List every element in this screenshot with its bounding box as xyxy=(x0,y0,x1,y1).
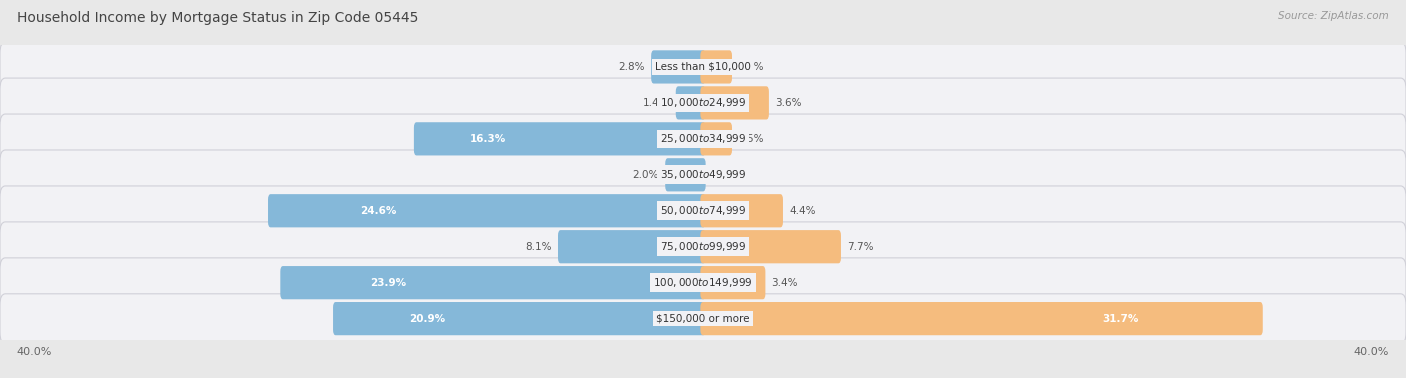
FancyBboxPatch shape xyxy=(700,50,733,84)
FancyBboxPatch shape xyxy=(665,158,706,191)
Text: $25,000 to $34,999: $25,000 to $34,999 xyxy=(659,132,747,146)
FancyBboxPatch shape xyxy=(0,114,1406,164)
Text: Source: ZipAtlas.com: Source: ZipAtlas.com xyxy=(1278,11,1389,21)
FancyBboxPatch shape xyxy=(0,258,1406,307)
FancyBboxPatch shape xyxy=(280,266,706,299)
Text: 24.6%: 24.6% xyxy=(360,206,396,216)
Text: 1.4%: 1.4% xyxy=(643,98,669,108)
Text: 40.0%: 40.0% xyxy=(17,347,52,356)
Text: $150,000 or more: $150,000 or more xyxy=(657,314,749,324)
Text: 16.3%: 16.3% xyxy=(470,134,506,144)
Text: 0.0%: 0.0% xyxy=(711,170,738,180)
Text: 4.4%: 4.4% xyxy=(789,206,815,216)
FancyBboxPatch shape xyxy=(0,294,1406,344)
FancyBboxPatch shape xyxy=(0,42,1406,92)
FancyBboxPatch shape xyxy=(700,86,769,119)
Text: $75,000 to $99,999: $75,000 to $99,999 xyxy=(659,240,747,253)
Text: Less than $10,000: Less than $10,000 xyxy=(655,62,751,72)
Text: 3.6%: 3.6% xyxy=(775,98,801,108)
FancyBboxPatch shape xyxy=(676,86,706,119)
Text: $10,000 to $24,999: $10,000 to $24,999 xyxy=(659,96,747,109)
Text: $50,000 to $74,999: $50,000 to $74,999 xyxy=(659,204,747,217)
Text: 7.7%: 7.7% xyxy=(846,242,873,252)
FancyBboxPatch shape xyxy=(0,150,1406,200)
FancyBboxPatch shape xyxy=(700,194,783,228)
FancyBboxPatch shape xyxy=(700,122,733,155)
FancyBboxPatch shape xyxy=(700,302,1263,335)
Text: 1.5%: 1.5% xyxy=(738,134,765,144)
Text: 23.9%: 23.9% xyxy=(370,278,406,288)
FancyBboxPatch shape xyxy=(413,122,706,155)
FancyBboxPatch shape xyxy=(333,302,706,335)
FancyBboxPatch shape xyxy=(700,230,841,263)
Text: 20.9%: 20.9% xyxy=(409,314,446,324)
Text: $100,000 to $149,999: $100,000 to $149,999 xyxy=(654,276,752,289)
Text: 8.1%: 8.1% xyxy=(526,242,551,252)
Text: 31.7%: 31.7% xyxy=(1102,314,1139,324)
Text: $35,000 to $49,999: $35,000 to $49,999 xyxy=(659,168,747,181)
Text: 40.0%: 40.0% xyxy=(1354,347,1389,356)
FancyBboxPatch shape xyxy=(269,194,706,228)
FancyBboxPatch shape xyxy=(0,186,1406,235)
Text: 2.0%: 2.0% xyxy=(633,170,659,180)
FancyBboxPatch shape xyxy=(558,230,706,263)
Text: 3.4%: 3.4% xyxy=(772,278,799,288)
FancyBboxPatch shape xyxy=(651,50,706,84)
FancyBboxPatch shape xyxy=(0,78,1406,128)
FancyBboxPatch shape xyxy=(700,266,765,299)
FancyBboxPatch shape xyxy=(0,222,1406,271)
Text: Household Income by Mortgage Status in Zip Code 05445: Household Income by Mortgage Status in Z… xyxy=(17,11,418,25)
Text: 1.5%: 1.5% xyxy=(738,62,765,72)
Text: 2.8%: 2.8% xyxy=(619,62,645,72)
